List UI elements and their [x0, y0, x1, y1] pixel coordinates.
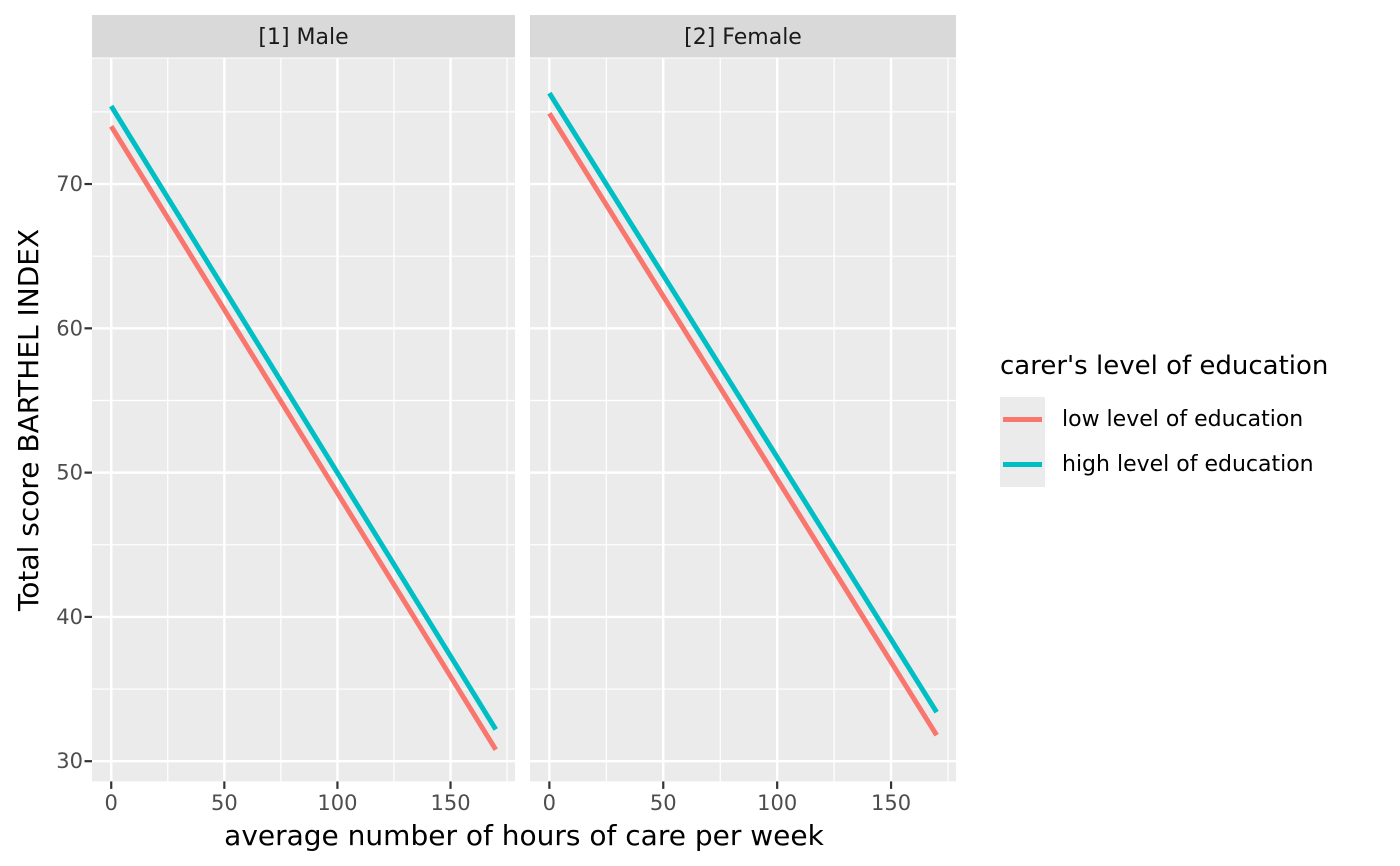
x-tick-label: 50 — [650, 791, 677, 815]
legend-key-line-low-icon — [1003, 416, 1042, 422]
x-tick-label: 150 — [430, 791, 470, 815]
series-line-high-level-of-education-2-female — [547, 91, 939, 714]
legend: carer's level of education low level of … — [1000, 351, 1390, 487]
legend-label-low: low level of education — [1062, 406, 1304, 432]
legend-entry-low: low level of education — [1000, 396, 1390, 442]
x-tick-label: 0 — [543, 791, 556, 815]
y-tick-label: 60 — [56, 316, 83, 340]
facet-panel-1-male: [1] Male 0 50 100 150 — [92, 15, 515, 815]
facet-strip-2-female — [530, 15, 956, 58]
legend-key-line-high-icon — [1003, 461, 1042, 467]
x-tick-label: 0 — [105, 791, 118, 815]
series-line-high-level-of-education-1-male — [109, 104, 498, 731]
y-axis-title: Total score BARTHEL INDEX — [12, 229, 45, 612]
x-tick-label: 100 — [317, 791, 357, 815]
y-tick-label: 30 — [56, 749, 83, 773]
x-axis-title: average number of hours of care per week — [224, 819, 824, 852]
series-line-low-level-of-education-1-male — [109, 125, 498, 751]
facet-panel-2-female: [2] Female 0 50 100 150 — [530, 15, 956, 815]
x-tick-label: 100 — [757, 791, 797, 815]
facet-strip-label-1-male: [1] Male — [258, 25, 348, 50]
facet-strip-label-2-female: [2] Female — [684, 25, 802, 50]
legend-label-high: high level of education — [1062, 451, 1314, 477]
y-tick-label: 50 — [56, 461, 83, 485]
legend-entry-high: high level of education — [1000, 441, 1390, 487]
legend-title: carer's level of education — [1000, 351, 1329, 381]
legend-key-high — [1000, 441, 1045, 487]
y-tick-label: 70 — [56, 172, 83, 196]
y-tick-label: 40 — [56, 605, 83, 629]
facet-strip-1-male — [92, 15, 515, 58]
x-tick-label: 50 — [211, 791, 238, 815]
legend-key-low — [1000, 396, 1045, 442]
x-tick-label: 150 — [871, 791, 911, 815]
series-line-low-level-of-education-2-female — [547, 112, 939, 737]
